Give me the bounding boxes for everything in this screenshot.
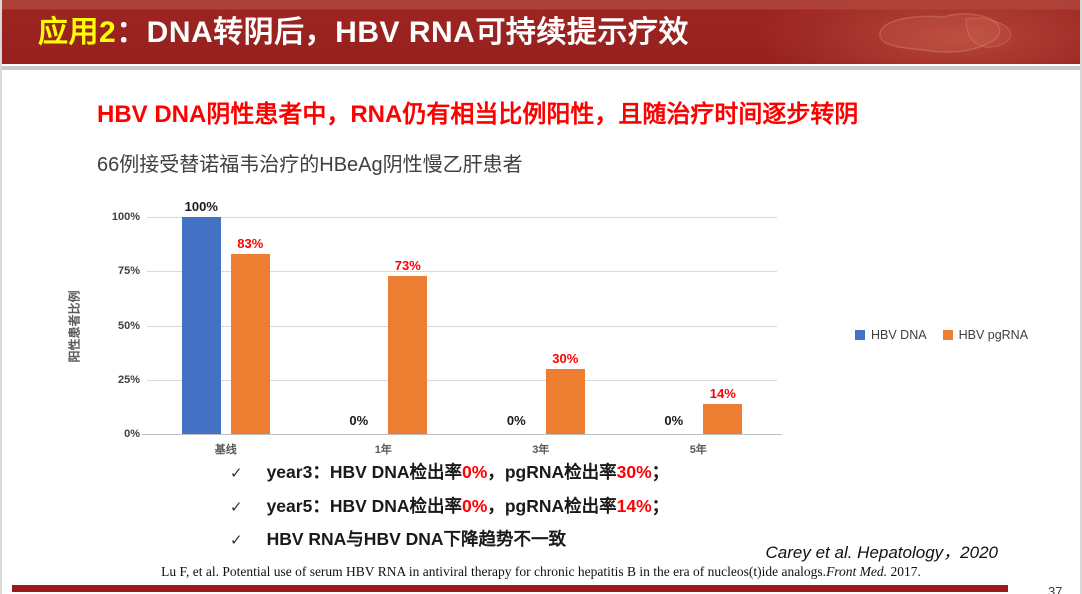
- y-tick-label: 25%: [117, 373, 140, 386]
- subtitle: 66例接受替诺福韦治疗的HBeAg阴性慢乙肝患者: [97, 154, 523, 176]
- citation-secondary: Lu F, et al. Potential use of serum HBV …: [2, 564, 1080, 580]
- legend-item-hbv-pgrna: HBV pgRNA: [942, 328, 1029, 342]
- gridline: [147, 379, 777, 381]
- y-tick-label: 75%: [117, 265, 140, 278]
- legend-label: HBV DNA: [871, 328, 927, 342]
- bar-value-label: 14%: [709, 385, 736, 401]
- citation-primary: Carey et al. Hepatology，2020: [765, 543, 998, 562]
- bar-hbv-pgrna: [388, 275, 428, 434]
- bar-value-label-zero: 0%: [664, 413, 684, 428]
- bullet-text-segment: ；: [651, 495, 670, 516]
- bullet-text-segment: HBV RNA与HBV DNA下降趋势不一致: [266, 529, 567, 549]
- page-title: 应用2：DNA转阴后，HBV RNA可持续提示疗效: [38, 0, 689, 64]
- bar-hbv-dna: [181, 217, 221, 434]
- citation-secondary-text: Lu F, et al. Potential use of serum HBV …: [161, 564, 827, 579]
- bullet-text: year3：HBV DNA检出率0%，pgRNA检出率30%；: [267, 459, 670, 484]
- bar-value-label-zero: 0%: [506, 413, 526, 428]
- bullet-text-segment: ，pgRNA检出率: [487, 462, 617, 482]
- y-axis-title: 阳性患者比例: [67, 290, 82, 363]
- bottom-accent-bar: [12, 585, 1008, 592]
- x-axis-line: [142, 434, 782, 435]
- bullet-item: ✓ year3：HBV DNA检出率0%，pgRNA检出率30%；: [230, 459, 669, 493]
- legend-label: HBV pgRNA: [958, 328, 1029, 342]
- x-category-label: 基线: [214, 444, 237, 456]
- checkmark-icon: ✓: [230, 498, 243, 516]
- gridline: [147, 271, 777, 273]
- liver-icon: [879, 13, 1012, 53]
- bar-hbv-pgrna: [703, 403, 743, 434]
- bar-value-label: 73%: [394, 257, 421, 273]
- bullet-text-segment: ，pgRNA检出率: [487, 495, 617, 516]
- header-separator: [2, 66, 1080, 70]
- bullet-item: ✓ year5：HBV DNA检出率0%，pgRNA检出率14%；: [230, 493, 669, 527]
- x-category-label: 3年: [532, 444, 550, 456]
- bullet-text-segment: ；: [651, 462, 670, 482]
- y-tick-label: 0%: [124, 428, 140, 440]
- gridline: [147, 325, 777, 327]
- bullet-text: year5：HBV DNA检出率0%，pgRNA检出率14%；: [267, 493, 670, 518]
- page-number: 37: [1048, 584, 1063, 594]
- bar-value-label: 30%: [552, 350, 579, 366]
- bar-value-label: 83%: [237, 235, 264, 251]
- bar-hbv-pgrna: [545, 368, 585, 434]
- bullet-text-segment: year5：HBV DNA检出率: [266, 495, 463, 516]
- page-title-highlight: 应用2: [38, 16, 117, 49]
- gridline: [147, 217, 777, 218]
- citation-secondary-journal: Front Med.: [826, 564, 888, 579]
- x-category-label: 5年: [689, 444, 707, 456]
- citation-secondary-year: 2017.: [887, 564, 921, 579]
- bullet-text-segment: year3：HBV DNA检出率: [266, 462, 463, 482]
- bullet-item: ✓ HBV RNA与HBV DNA下降趋势不一致: [230, 526, 669, 560]
- bullet-list: ✓ year3：HBV DNA检出率0%，pgRNA检出率30%； ✓ year5：H…: [230, 459, 669, 560]
- legend-swatch-icon: [855, 330, 865, 340]
- chart-legend: HBV DNA HBV pgRNA: [855, 328, 1028, 342]
- bar-value-label: 100%: [184, 199, 218, 214]
- bullet-text-segment: 0%: [462, 462, 488, 482]
- checkmark-icon: ✓: [230, 465, 243, 482]
- y-tick-label: 100%: [111, 211, 140, 223]
- bar-hbv-pgrna: [230, 253, 270, 434]
- y-tick-label: 50%: [117, 319, 140, 332]
- bullet-text-segment: 14%: [616, 495, 652, 516]
- legend-item-hbv-dna: HBV DNA: [855, 328, 927, 342]
- bullet-text-segment: 0%: [462, 495, 488, 516]
- checkmark-icon: ✓: [230, 532, 243, 549]
- page-title-rest: ：DNA转阴后，HBV RNA可持续提示疗效: [116, 16, 689, 49]
- legend-swatch-icon: [942, 330, 953, 340]
- bullet-text-segment: 30%: [616, 462, 652, 482]
- bullet-text: HBV RNA与HBV DNA下降趋势不一致: [267, 526, 566, 551]
- x-category-label: 1年: [374, 444, 392, 456]
- header-band: 应用2：DNA转阴后，HBV RNA可持续提示疗效: [2, 0, 1080, 64]
- bar-value-label-zero: 0%: [349, 413, 369, 428]
- headline: HBV DNA阴性患者中，RNA仍有相当比例阳性，且随治疗时间逐步转阴: [97, 101, 859, 128]
